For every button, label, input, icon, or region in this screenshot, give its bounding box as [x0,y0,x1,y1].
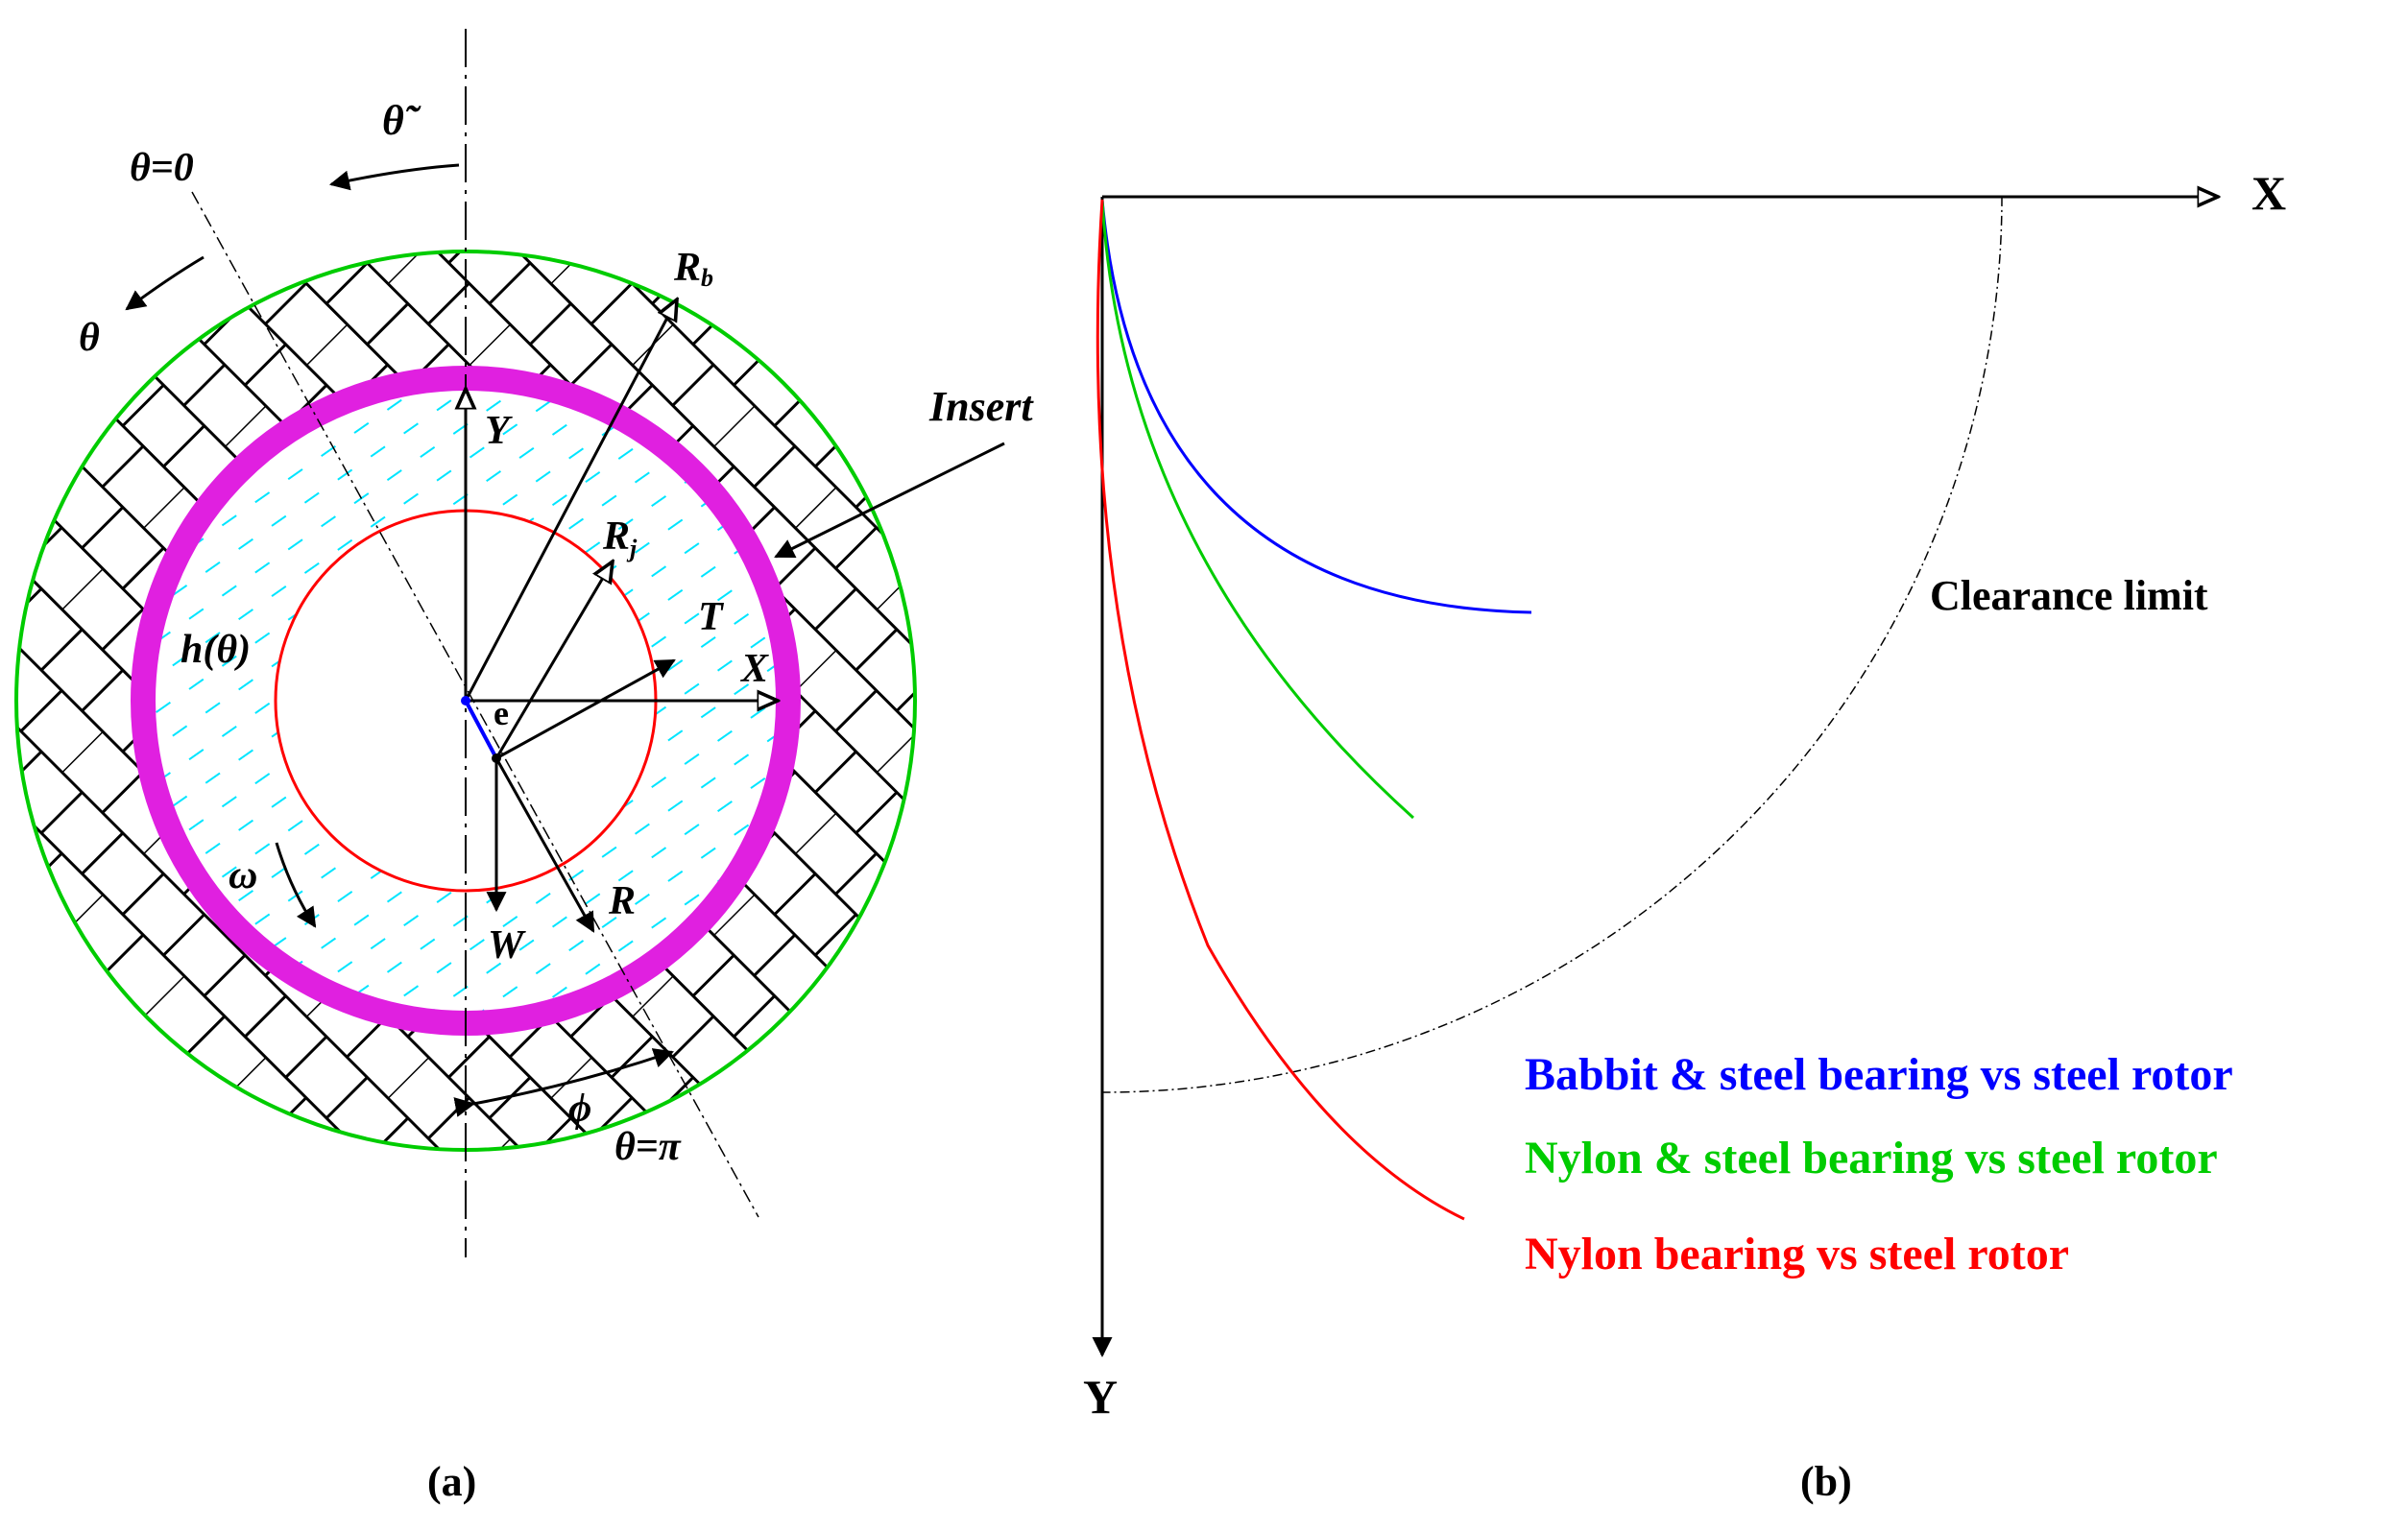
t-arrow [495,658,676,760]
legend-babbit: Babbit & steel bearing vs steel rotor [1525,1049,2233,1100]
omega-label: ω [229,853,257,897]
panel-a-bearing-diagram: θ̃ θ=0 θ Rb Insert Y Rj T X h(θ) e ω W R… [14,29,1034,1505]
r-label: R [608,879,636,923]
phi-arrow [453,1048,674,1117]
rb-arrow [464,299,677,702]
y-label-b: Y [1083,1370,1118,1423]
panel-b-label: (b) [1800,1458,1852,1505]
h-theta-label: h(θ) [181,628,251,672]
w-label: W [488,923,526,968]
insert-pointer [774,442,1005,559]
eccentricity-line [464,700,498,759]
rb-label: Rb [673,246,713,292]
theta-label: θ [79,316,100,360]
phi-label: ϕ [568,1087,591,1131]
theta-tilde-label: θ̃ [382,97,421,144]
panel-a-label: (a) [427,1458,476,1505]
e-label: e [494,694,509,732]
curve-babbit [1100,199,1532,614]
legend-nylon-steel: Nylon & steel bearing vs steel rotor [1525,1133,2218,1183]
bearing-center [461,696,470,705]
rj-arrow [494,562,613,759]
y-label-a: Y [485,409,513,453]
t-label: T [698,595,725,639]
clearance-limit-label: Clearance limit [1930,572,2208,619]
panel-b-orbit-plot: X Y Clearance limit Babbit & steel beari… [1083,166,2286,1505]
curve-nylon-steel [1100,199,1415,820]
r-arrow [494,757,595,933]
insert-label: Insert [928,383,1034,430]
theta-zero-label: θ=0 [130,146,194,190]
rj-label: Rj [602,514,638,562]
legend-nylon: Nylon bearing vs steel rotor [1525,1229,2069,1279]
theta-arrow [125,255,205,311]
x-label-a: X [739,647,769,691]
journal-center [492,753,501,763]
theta-pi-label: θ=π [614,1125,682,1169]
curve-nylon [1096,199,1465,1221]
omega-arrow [275,842,317,928]
theta-tilde-arrow [328,163,460,191]
clearance-limit-arc [1101,196,2003,1093]
x-label-b: X [2251,166,2286,220]
